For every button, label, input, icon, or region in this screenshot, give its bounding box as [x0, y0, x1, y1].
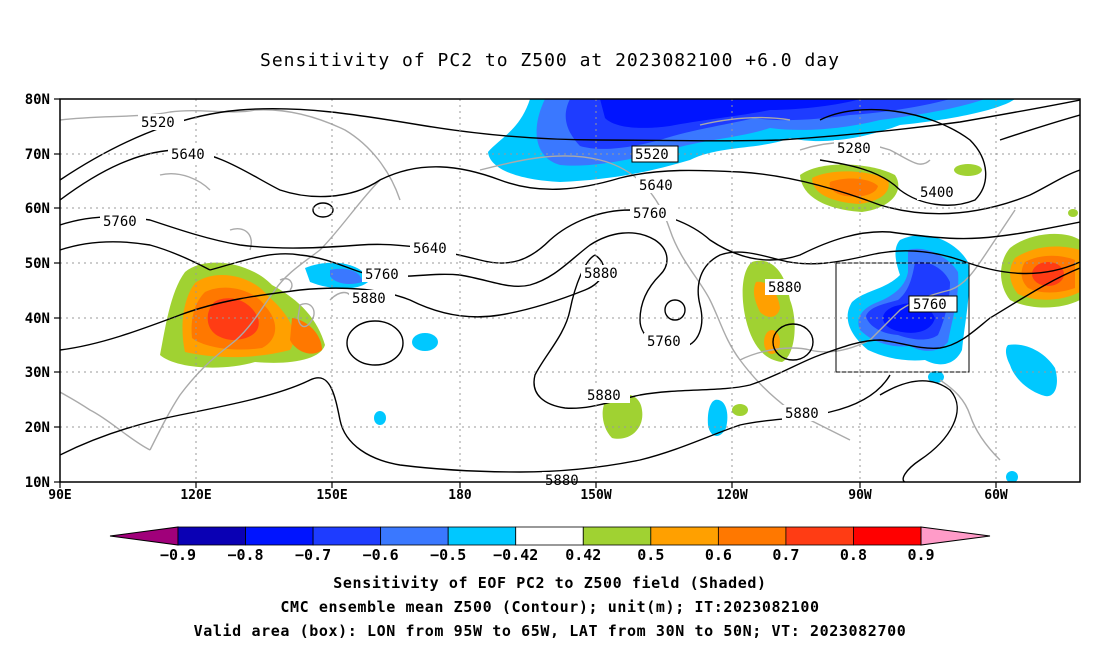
- svg-text:5640: 5640: [413, 241, 447, 257]
- contour-label: 5760: [644, 333, 690, 350]
- colorbar-swatch: [785, 526, 854, 546]
- colorbar-swatch: [717, 526, 787, 546]
- contour-label: 5640: [410, 240, 456, 257]
- colorbar-tick-label: 0.5: [637, 546, 664, 564]
- svg-text:5880: 5880: [545, 473, 579, 489]
- lat-label: 80N: [25, 92, 50, 108]
- contour-label: 5760: [362, 266, 408, 283]
- svg-text:5760: 5760: [365, 267, 399, 283]
- gridlines: [60, 99, 1080, 482]
- caption-contour: CMC ensemble mean Z500 (Contour); unit(m…: [280, 598, 820, 616]
- map-title: Sensitivity of PC2 to Z500 at 2023082100…: [259, 50, 840, 71]
- svg-text:5760: 5760: [647, 334, 681, 350]
- svg-text:5520: 5520: [141, 115, 175, 131]
- colorbar-tick-labels: −0.9 −0.8 −0.7 −0.6 −0.5 −0.42 0.42 0.5 0.6 0.7 0.…: [160, 546, 935, 564]
- map-frame: [59, 98, 1081, 483]
- svg-text:5880: 5880: [584, 266, 618, 282]
- lat-label: 10N: [25, 475, 50, 491]
- svg-text:5280: 5280: [837, 141, 871, 157]
- lon-label: 120E: [180, 488, 211, 503]
- svg-text:5760: 5760: [103, 214, 137, 230]
- colorbar-swatch: [245, 526, 314, 546]
- colorbar-swatch: [312, 526, 382, 546]
- svg-text:5760: 5760: [633, 206, 667, 222]
- svg-text:5640: 5640: [639, 178, 673, 194]
- shaded-positive-asia: [160, 262, 325, 368]
- contour-label: 5640: [636, 177, 682, 194]
- contour-label: 5880: [765, 279, 811, 296]
- colorbar-swatch: [853, 526, 922, 546]
- colorbar: [109, 526, 991, 546]
- colorbar-swatch: [447, 526, 517, 546]
- colorbar-tick-label: 0.8: [840, 546, 867, 564]
- contour-label: 5880: [584, 387, 630, 404]
- lat-label: 60N: [25, 201, 50, 217]
- contour-label: 5520: [631, 145, 679, 163]
- contour-label: 5760: [908, 295, 958, 313]
- contour-label: 5760: [630, 205, 676, 222]
- svg-text:5760: 5760: [913, 297, 947, 313]
- colorbar-tick-label: −0.7: [295, 546, 331, 564]
- lon-label: 150E: [316, 488, 347, 503]
- colorbar-tick-label: 0.7: [772, 546, 799, 564]
- contour-label: 5880: [542, 472, 588, 489]
- contour-labels: 5520 5640 5760 5640 5760 5880 5520 5640 …: [100, 114, 963, 489]
- contour-label: 5520: [138, 114, 184, 131]
- colorbar-swatch: [380, 526, 449, 546]
- contour-label: 5640: [168, 146, 214, 163]
- colorbar-swatch: [177, 526, 246, 546]
- svg-text:5880: 5880: [768, 280, 802, 296]
- colorbar-tick-label: −0.5: [430, 546, 466, 564]
- colorbar-tick-label: −0.9: [160, 546, 196, 564]
- svg-text:5520: 5520: [635, 147, 669, 163]
- lon-label: 180: [448, 488, 472, 503]
- caption-valid-area: Valid area (box): LON from 95W to 65W, L…: [193, 622, 907, 640]
- colorbar-tick-label: −0.6: [363, 546, 399, 564]
- lat-label: 40N: [25, 311, 50, 327]
- svg-text:5880: 5880: [587, 388, 621, 404]
- svg-text:5880: 5880: [785, 406, 819, 422]
- svg-text:5640: 5640: [171, 147, 205, 163]
- lon-label: 90W: [848, 488, 872, 503]
- shaded-negative-pacific: [305, 262, 438, 425]
- colorbar-tick-label: 0.6: [705, 546, 732, 564]
- colorbar-tick-label: 0.9: [907, 546, 934, 564]
- contour-label: 5880: [782, 405, 828, 422]
- colorbar-low-extension: [109, 526, 179, 546]
- colorbar-swatch: [582, 526, 652, 546]
- lat-label: 20N: [25, 420, 50, 436]
- lon-label: 120W: [716, 488, 747, 503]
- colorbar-tick-label: 0.42: [565, 546, 601, 564]
- lon-label: 60W: [984, 488, 1008, 503]
- colorbar-swatch: [515, 526, 584, 546]
- lat-label: 70N: [25, 147, 50, 163]
- caption-shaded: Sensitivity of EOF PC2 to Z500 field (Sh…: [333, 574, 767, 592]
- lat-label: 30N: [25, 365, 50, 381]
- contour-label: 5280: [834, 140, 880, 157]
- contour-label: 5880: [349, 290, 395, 307]
- lon-label: 90E: [48, 488, 71, 503]
- colorbar-swatch: [650, 526, 719, 546]
- colorbar-tick-label: −0.8: [227, 546, 263, 564]
- shaded-positive-canada: [800, 164, 982, 212]
- colorbar-tick-label: −0.42: [493, 546, 538, 564]
- svg-text:5880: 5880: [352, 291, 386, 307]
- lat-label: 50N: [25, 256, 50, 272]
- contour-label: 5400: [917, 184, 963, 201]
- svg-text:5400: 5400: [920, 185, 954, 201]
- latitude-labels: 80N 70N 60N 50N 40N 30N 20N 10N: [25, 92, 50, 491]
- lon-label: 150W: [580, 488, 611, 503]
- contour-label: 5880: [581, 265, 627, 282]
- longitude-labels: 90E 120E 150E 180 150W 120W 90W 60W: [48, 488, 1008, 503]
- shaded-positive-atlantic: [1001, 209, 1080, 308]
- tick-marks: [54, 98, 997, 488]
- contour-label: 5760: [100, 213, 146, 230]
- colorbar-high-extension: [920, 526, 991, 546]
